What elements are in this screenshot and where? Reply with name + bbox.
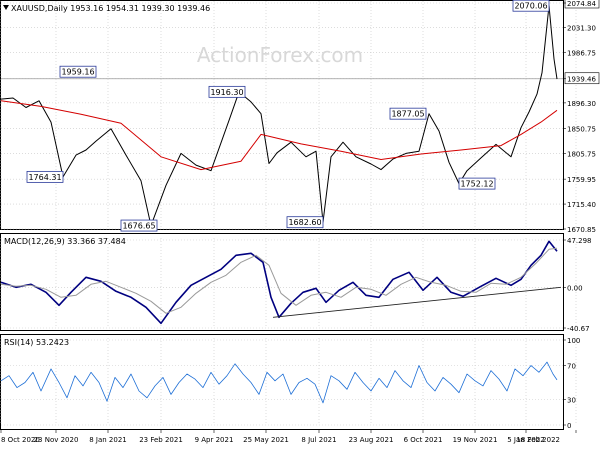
- price-panel-title: XAUUSD,Daily 1953.16 1954.31 1939.30 193…: [3, 4, 210, 13]
- price-label-text: 2070.06: [514, 2, 547, 11]
- rsi-ytick-label: 0: [567, 422, 571, 430]
- rsi-ytick-label: 70: [567, 363, 576, 371]
- price-label: 1764.31: [26, 170, 64, 183]
- price-ytick-label: 2031.30: [567, 24, 596, 32]
- macd-ytick-label: -40.67: [567, 325, 590, 333]
- rsi-panel-frame: [0, 334, 564, 430]
- macd-macd-line: [0, 240, 558, 325]
- svg-text:XAUUSD,Daily 195: XAUUSD,Daily 1953.16 1954.31 1939.30 193…: [11, 4, 210, 13]
- price-label-text: 1877.05: [391, 110, 424, 119]
- ohlc-readout: 1953.16 1954.31 1939.30 1939.46: [70, 4, 210, 13]
- macd-title: MACD(12,26,9) 33.366 37.484: [4, 237, 126, 246]
- price-label: 1676.65: [120, 219, 158, 232]
- price-label: 1682.60: [286, 216, 324, 229]
- macd-ytick-label: 47.298: [567, 237, 592, 245]
- macd-ytick-label: 0.00: [567, 284, 583, 292]
- price-ytick-label: 1896.30: [567, 100, 596, 108]
- price-price-line: [0, 5, 558, 227]
- xtick-label: 6 Oct 2021: [404, 436, 443, 444]
- price-ytick-label: 1939.46: [567, 76, 596, 84]
- watermark: ActionForex.com: [197, 43, 363, 67]
- price-label-text: 1959.16: [61, 68, 94, 77]
- grid: [0, 1, 577, 426]
- xtick-label: 18 Feb 2022: [516, 436, 560, 444]
- rsi-ytick-label: 30: [567, 397, 576, 405]
- current-price-marker: [564, 72, 600, 85]
- collapse-triangle-icon: [3, 5, 9, 10]
- price-ytick-label: 1850.75: [567, 125, 596, 133]
- xtick-label: 8 Oct 2020: [1, 436, 40, 444]
- price-label: 1752.12: [458, 177, 496, 190]
- xtick-label: 23 Nov 2020: [34, 436, 79, 444]
- xtick-label: 23 Feb 2021: [139, 436, 183, 444]
- xtick-label: 5 Jan 2022: [507, 436, 545, 444]
- xtick-label: 8 Jan 2021: [89, 436, 127, 444]
- price-label: 2070.06: [512, 0, 550, 12]
- macd-signal-line: [0, 247, 558, 314]
- xtick-label: 19 Nov 2021: [453, 436, 498, 444]
- xtick-label: 9 Apr 2021: [195, 436, 234, 444]
- max-price-marker: [564, 0, 600, 9]
- price-label: 1916.30: [208, 85, 246, 98]
- price-ytick-label: 1759.95: [567, 176, 596, 184]
- price-labels: 2070.06 1959.16 1916.30 1877.05 1764.31 1676.…: [26, 0, 550, 232]
- rsi-ytick-label: 100: [567, 337, 580, 345]
- price-ytick-label: 1805.75: [567, 151, 596, 159]
- price-label: 1877.05: [389, 107, 427, 120]
- price-panel-frame: [0, 0, 564, 230]
- xtick-label: 25 May 2021: [243, 436, 289, 444]
- price-label-text: 1676.65: [122, 222, 155, 231]
- price-label-text: 1682.60: [288, 218, 321, 227]
- price-ytick-label: 1986.75: [567, 49, 596, 57]
- symbol-label: XAUUSD,Daily: [11, 4, 68, 13]
- price-label-text: 1752.12: [460, 180, 493, 189]
- price-ytick-label: 1670.85: [567, 226, 596, 234]
- rsi-title: RSI(14) 53.2423: [4, 338, 69, 347]
- xtick-label: 23 Aug 2021: [349, 436, 394, 444]
- xtick-label: 8 Jul 2021: [301, 436, 336, 444]
- price-label-text: 1916.30: [210, 88, 243, 97]
- price-label-text: 1764.31: [28, 173, 61, 182]
- macd-trendline-line: [272, 286, 562, 318]
- price-moving-average-line: [0, 100, 558, 171]
- price-ytick-label: 2074.84: [567, 0, 596, 8]
- y-axes: 2074.84 2031.30 1986.75 1939.46 1896.30 1850.…: [563, 0, 600, 430]
- series-layer: [0, 5, 562, 404]
- rsi-rsi-line: [0, 361, 558, 404]
- price-ytick-label: 1715.40: [567, 201, 596, 209]
- price-label: 1959.16: [59, 65, 97, 78]
